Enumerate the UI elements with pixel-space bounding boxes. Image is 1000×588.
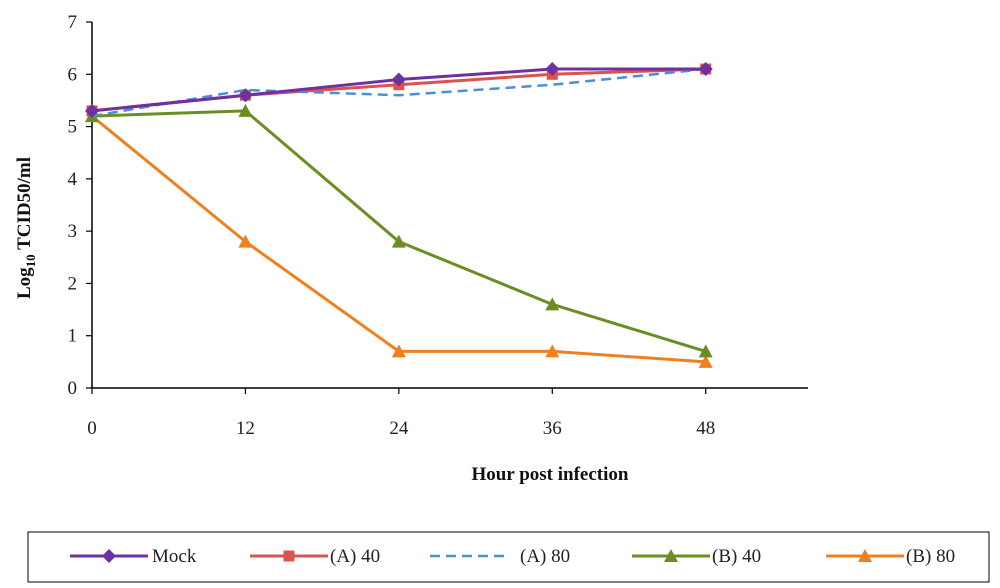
legend-swatch-marker: [283, 550, 295, 562]
y-axis-title: Log10 TCID50/ml: [14, 157, 38, 299]
legend-item-a-80: (A) 80: [430, 546, 570, 567]
legend-item-a-40: (A) 40: [250, 546, 380, 567]
y-tick-label: 0: [68, 378, 78, 399]
series-mock: [85, 62, 713, 118]
y-axis-title-main: Log: [14, 267, 35, 299]
series-layer: [85, 62, 713, 368]
legend-label: (B) 80: [906, 546, 955, 567]
series-b-40: [85, 103, 713, 358]
data-point-b-40: [238, 103, 253, 117]
legend-items: Mock (A) 40 (A) 80 (B) 40 (B) 80: [70, 546, 955, 567]
y-tick-label: 7: [68, 12, 78, 33]
legend-label: Mock: [152, 546, 197, 567]
legend-item-mock: Mock: [70, 546, 197, 567]
legend: Mock (A) 40 (A) 80 (B) 40 (B) 80: [27, 531, 990, 583]
y-axis-title-subscript: 10: [23, 254, 38, 267]
x-tick-label: 24: [389, 418, 409, 439]
data-point-b-80: [238, 234, 253, 248]
x-ticks: 0 12 24 36 48: [87, 388, 715, 439]
legend-item-b-80: (B) 80: [826, 546, 955, 567]
series-a-80: [91, 67, 706, 118]
data-point-b-80: [391, 344, 406, 358]
legend-label: (B) 40: [712, 546, 761, 567]
data-point-mock: [545, 62, 560, 77]
data-point-b-80: [545, 344, 560, 358]
series-line-a-80: [91, 67, 706, 118]
y-tick-label: 5: [68, 117, 78, 138]
legend-label: (A) 80: [520, 546, 570, 567]
y-tick-label: 1: [68, 326, 78, 347]
data-point-b-40: [391, 234, 406, 248]
legend-swatch-marker: [664, 549, 678, 562]
legend-swatch-marker: [858, 549, 872, 562]
y-tick-label: 4: [68, 169, 78, 190]
x-axis-title: Hour post infection: [472, 464, 629, 485]
legend-label: (A) 40: [330, 546, 380, 567]
data-point-b-40: [545, 297, 560, 311]
series-a-40: [86, 63, 712, 117]
y-axis-title-rest: TCID50/ml: [14, 157, 35, 254]
data-point-b-40: [698, 344, 713, 358]
data-point-mock: [391, 72, 406, 87]
data-point-b-80: [698, 354, 713, 368]
x-tick-label: 48: [696, 418, 715, 439]
x-tick-label: 12: [236, 418, 255, 439]
y-tick-label: 2: [68, 273, 78, 294]
data-point-mock: [238, 88, 253, 103]
legend-item-b-40: (B) 40: [632, 546, 761, 567]
y-tick-label: 6: [68, 64, 78, 85]
series-line-b-40: [91, 109, 707, 353]
x-tick-label: 36: [543, 418, 562, 439]
legend-swatch-marker: [102, 549, 116, 563]
data-point-mock: [85, 103, 99, 118]
y-tick-label: 3: [68, 221, 78, 242]
y-ticks: 0 1 2 3 4 5 6 7: [68, 12, 92, 399]
x-tick-label: 0: [87, 418, 97, 439]
data-point-mock: [698, 62, 713, 77]
